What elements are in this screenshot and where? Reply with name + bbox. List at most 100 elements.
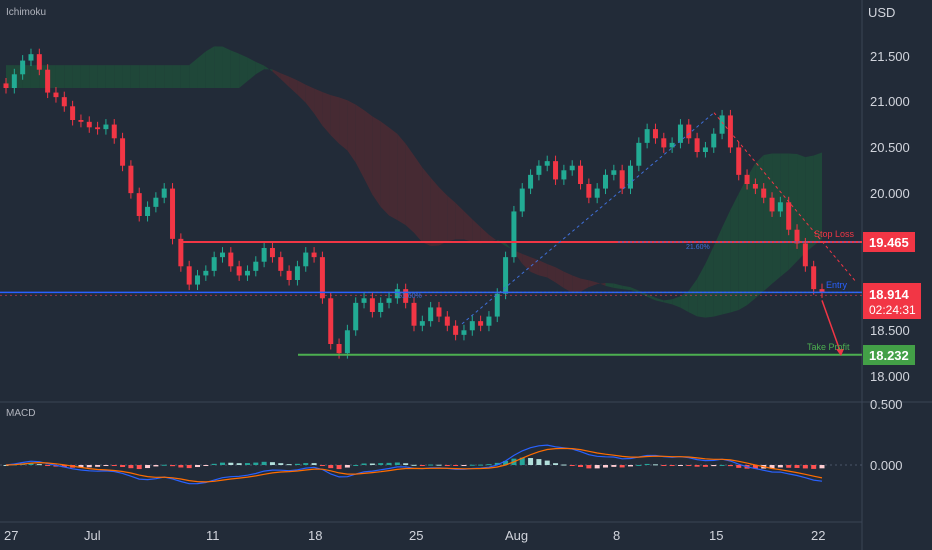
candle-body xyxy=(386,298,392,303)
macd-histogram-bar xyxy=(503,460,509,465)
macd-histogram-bar xyxy=(136,465,142,470)
cloud-segment xyxy=(722,209,731,315)
cloud-segment xyxy=(230,50,240,88)
cloud-segment xyxy=(64,65,73,88)
cloud-segment xyxy=(280,73,290,87)
candle-body xyxy=(311,252,317,258)
cloud-segment xyxy=(805,155,814,253)
candle-body xyxy=(786,202,792,230)
macd-histogram-bar xyxy=(461,465,467,466)
fib-upper-label: 21.60% xyxy=(686,244,710,251)
trade-drawings xyxy=(0,112,862,356)
cloud-segment xyxy=(622,285,631,291)
cloud-segment xyxy=(655,297,664,303)
x-tick-label: 11 xyxy=(206,528,220,543)
bar-countdown: 02:24:31 xyxy=(869,303,916,317)
cloud-segment xyxy=(72,65,81,88)
candle-body xyxy=(128,165,134,194)
candle-body xyxy=(145,206,151,216)
take-profit-price-badge xyxy=(863,345,915,365)
macd-histogram-bar xyxy=(203,465,209,466)
cloud-segment xyxy=(730,193,739,313)
cloud-segment xyxy=(97,65,106,88)
cloud-segment xyxy=(114,65,123,88)
macd-histogram-bar xyxy=(161,464,167,466)
y-tick-label: 21.500 xyxy=(870,49,910,64)
candle-body xyxy=(702,147,708,152)
cloud-segment xyxy=(214,46,223,88)
candle-body xyxy=(578,165,584,184)
cloud-segment xyxy=(55,65,65,88)
cloud-segment xyxy=(397,133,406,226)
candle-body xyxy=(261,248,267,262)
macd-histogram-bar xyxy=(619,465,625,468)
candle-body xyxy=(769,197,775,212)
cloud-segment xyxy=(672,296,681,308)
cloud-segment xyxy=(713,227,723,317)
macd-histogram-bar xyxy=(361,463,367,465)
y-tick-label: 18.000 xyxy=(870,369,910,384)
cloud-segment xyxy=(763,153,773,292)
candle-body xyxy=(444,316,450,326)
stop-loss-price-badge xyxy=(863,232,915,252)
cloud-segment xyxy=(605,283,614,288)
candle-body xyxy=(727,115,733,148)
cloud-segment xyxy=(663,299,673,305)
cloud-segment xyxy=(80,65,90,88)
macd-histogram-bar xyxy=(378,463,384,465)
cloud-segment xyxy=(755,155,764,299)
cloud-segment xyxy=(405,143,414,233)
cloud-segment xyxy=(297,80,306,103)
macd-histogram-bar xyxy=(786,465,792,468)
candle-body xyxy=(20,60,26,75)
macd-histogram-bar xyxy=(752,465,758,469)
cloud-segment xyxy=(30,65,40,88)
candle-body xyxy=(120,138,126,166)
cloud-segment xyxy=(580,278,589,292)
macd-histogram-bar xyxy=(453,465,459,466)
macd-histogram-bar xyxy=(561,464,567,466)
candle-body xyxy=(511,211,517,258)
fib-trend-line xyxy=(461,112,715,325)
macd-histogram-bar xyxy=(486,464,492,466)
projection-arrow xyxy=(821,300,841,352)
candle-body xyxy=(677,124,683,143)
candle-body xyxy=(603,174,609,189)
macd-histogram-bar xyxy=(811,465,817,469)
macd-histogram-bar xyxy=(61,465,67,468)
macd-histogram-bar xyxy=(586,465,592,469)
candle-body xyxy=(453,325,459,335)
candle-body xyxy=(195,275,201,285)
macd-histogram-bar xyxy=(669,465,675,466)
macd-histogram-bar xyxy=(436,464,442,466)
y-tick-label: 18.500 xyxy=(870,323,910,338)
macd-histogram-bar xyxy=(578,465,584,467)
candle-body xyxy=(777,202,783,212)
candle-body xyxy=(627,165,633,189)
cloud-segment xyxy=(122,65,131,88)
candle-body xyxy=(744,174,750,184)
cloud-segment xyxy=(305,84,315,114)
macd-histogram-bar xyxy=(544,460,550,465)
candle-body xyxy=(686,124,692,139)
macd-histogram-bar xyxy=(219,462,225,465)
cloud-segment xyxy=(563,271,573,293)
currency-label: USD xyxy=(868,5,895,20)
cloud-segment xyxy=(647,294,656,301)
y-tick-label: 20.000 xyxy=(870,186,910,201)
current-price: 18.914 xyxy=(869,287,910,302)
candle-body xyxy=(361,298,367,303)
candle-body xyxy=(303,252,309,267)
macd-histogram-bar xyxy=(419,465,425,466)
indicator-label: Ichimoku xyxy=(6,7,46,18)
cloud-segment xyxy=(680,290,689,313)
candle-body xyxy=(61,97,67,107)
cloud-segment xyxy=(272,69,281,80)
cloud-segment xyxy=(364,110,373,195)
macd-histogram-bar xyxy=(269,462,275,465)
macd-histogram-bar xyxy=(569,465,575,466)
candle-body xyxy=(203,270,209,276)
candle-body xyxy=(519,188,525,212)
candle-body xyxy=(186,266,192,285)
